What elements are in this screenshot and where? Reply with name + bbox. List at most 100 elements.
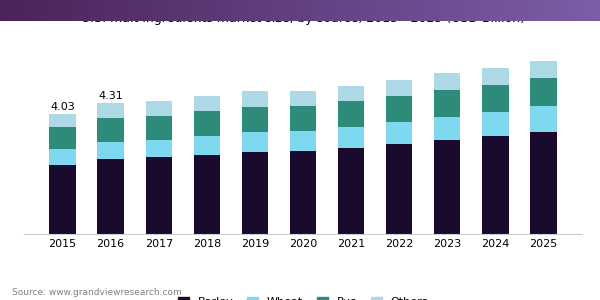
Bar: [258, 0, 264, 21]
Bar: [360, 0, 366, 21]
Bar: [146, 157, 172, 234]
Bar: [468, 0, 474, 21]
Bar: [552, 0, 558, 21]
Bar: [180, 0, 186, 21]
Bar: [312, 0, 318, 21]
Bar: [72, 0, 78, 21]
Bar: [462, 0, 468, 21]
Bar: [486, 0, 492, 21]
Bar: [582, 0, 588, 21]
Bar: [174, 0, 180, 21]
Bar: [396, 0, 402, 21]
Bar: [482, 85, 509, 112]
Bar: [534, 0, 540, 21]
Bar: [0, 0, 6, 21]
Bar: [434, 90, 460, 117]
Bar: [434, 73, 460, 90]
Bar: [138, 0, 144, 21]
Bar: [49, 149, 76, 165]
Bar: [378, 0, 384, 21]
Bar: [18, 0, 24, 21]
Bar: [90, 0, 96, 21]
Bar: [282, 0, 288, 21]
Bar: [60, 0, 66, 21]
Bar: [24, 0, 30, 21]
Bar: [97, 142, 124, 159]
Bar: [210, 0, 216, 21]
Bar: [102, 0, 108, 21]
Bar: [120, 0, 126, 21]
Bar: [408, 0, 414, 21]
Bar: [132, 0, 138, 21]
Bar: [516, 0, 522, 21]
Bar: [402, 0, 408, 21]
Bar: [338, 85, 364, 101]
Bar: [570, 0, 576, 21]
Bar: [386, 96, 412, 122]
Bar: [482, 68, 509, 85]
Bar: [114, 0, 120, 21]
Bar: [242, 92, 268, 107]
Bar: [97, 103, 124, 118]
Bar: [444, 0, 450, 21]
Text: 4.31: 4.31: [98, 91, 123, 100]
Bar: [97, 159, 124, 234]
Bar: [108, 0, 114, 21]
Bar: [318, 0, 324, 21]
Bar: [324, 0, 330, 21]
Bar: [6, 0, 12, 21]
Bar: [482, 136, 509, 234]
Bar: [342, 0, 348, 21]
Bar: [540, 0, 546, 21]
Bar: [146, 101, 172, 116]
Bar: [434, 140, 460, 234]
Bar: [54, 0, 60, 21]
Bar: [78, 0, 84, 21]
Bar: [240, 0, 246, 21]
Bar: [456, 0, 462, 21]
Bar: [264, 0, 270, 21]
Bar: [30, 0, 36, 21]
Bar: [290, 106, 316, 131]
Bar: [386, 80, 412, 96]
Bar: [168, 0, 174, 21]
Bar: [438, 0, 444, 21]
Bar: [546, 0, 552, 21]
Bar: [390, 0, 396, 21]
Bar: [338, 101, 364, 127]
Bar: [222, 0, 228, 21]
Bar: [216, 0, 222, 21]
Bar: [530, 78, 557, 106]
Legend: Barley, Wheat, Rye, Others: Barley, Wheat, Rye, Others: [173, 292, 433, 300]
Bar: [234, 0, 240, 21]
Bar: [228, 0, 234, 21]
Bar: [530, 61, 557, 78]
Bar: [290, 131, 316, 151]
Bar: [198, 0, 204, 21]
Bar: [66, 0, 72, 21]
Bar: [434, 117, 460, 140]
Bar: [48, 0, 54, 21]
Text: 4.03: 4.03: [50, 102, 75, 112]
Bar: [270, 0, 276, 21]
Bar: [288, 0, 294, 21]
Bar: [480, 0, 486, 21]
Bar: [300, 0, 306, 21]
Bar: [146, 140, 172, 157]
Bar: [510, 0, 516, 21]
Bar: [49, 127, 76, 149]
Bar: [504, 0, 510, 21]
Bar: [97, 118, 124, 142]
Title: U.S. malt ingredients market size, by source, 2015 - 2025 (USD Billion): U.S. malt ingredients market size, by so…: [81, 12, 525, 25]
Bar: [450, 0, 456, 21]
Bar: [330, 0, 336, 21]
Bar: [36, 0, 42, 21]
Bar: [528, 0, 534, 21]
Bar: [276, 0, 282, 21]
Bar: [384, 0, 390, 21]
Bar: [49, 114, 76, 127]
Bar: [492, 0, 498, 21]
Bar: [372, 0, 378, 21]
Bar: [564, 0, 570, 21]
Bar: [414, 0, 420, 21]
